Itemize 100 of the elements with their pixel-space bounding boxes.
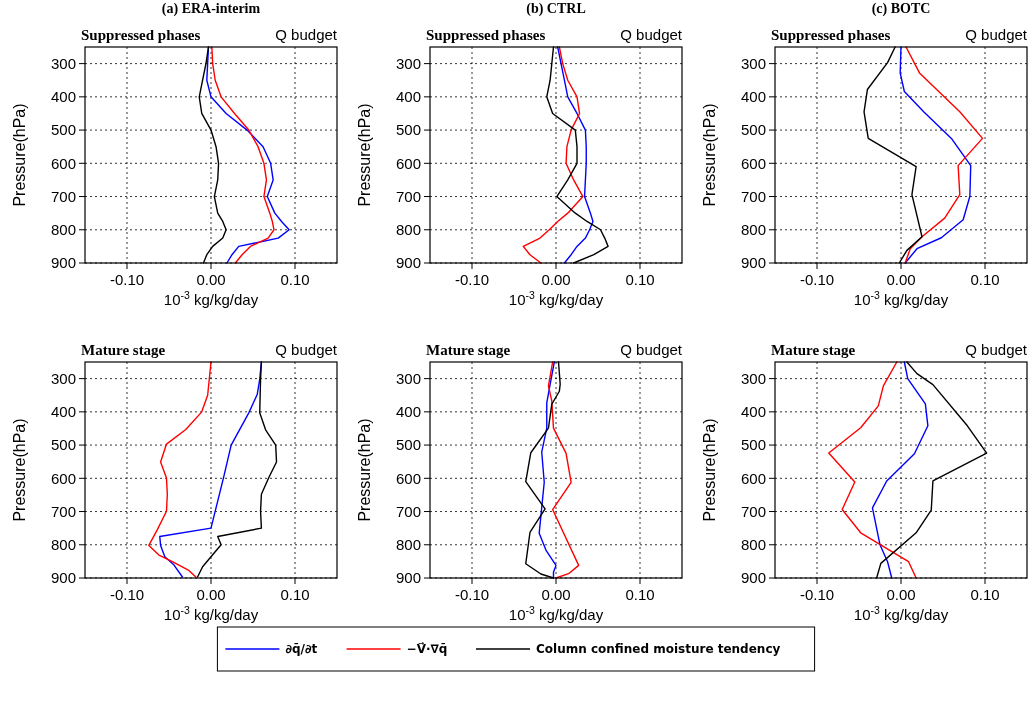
x-tick-label: 0.10 <box>970 271 1000 288</box>
y-tick-label: 500 <box>740 436 766 454</box>
y-tick-label: 900 <box>50 254 76 272</box>
line-series <box>522 46 584 264</box>
y-axis-title: Pressure(hPa) <box>356 103 373 207</box>
x-tick-label: -0.10 <box>109 586 145 603</box>
y-tick-label: 600 <box>740 469 766 487</box>
y-tick-label: 400 <box>395 88 421 106</box>
y-tick-label: 800 <box>395 536 421 554</box>
line-series <box>556 46 594 264</box>
y-tick-label: 700 <box>740 502 766 520</box>
text: Q budget <box>620 26 683 43</box>
y-tick-label: 700 <box>395 502 421 520</box>
y-tick-label: 800 <box>740 536 766 554</box>
y-tick-label: 600 <box>50 469 76 487</box>
y-tick-label: 900 <box>395 254 421 272</box>
y-tick-label: 400 <box>50 88 76 106</box>
y-tick-label: 600 <box>395 154 421 172</box>
line-series <box>211 46 275 264</box>
chart-subtitle: Mature stage <box>771 342 856 358</box>
y-tick-label: 600 <box>740 154 766 172</box>
x-axis-title: 10$^{-3}$ kg/kg/day <box>853 289 949 308</box>
y-tick-label: 500 <box>395 121 421 139</box>
chart-subtitle: Mature stage <box>426 342 511 358</box>
text: Q budget <box>275 26 338 43</box>
line-series <box>871 361 929 579</box>
x-tick-label: -0.10 <box>799 271 835 288</box>
line-series <box>899 46 972 264</box>
x-axis-title: 10$^{-3}$ kg/kg/day <box>508 289 604 308</box>
y-tick-label: 600 <box>50 154 76 172</box>
chart-subtitle: Suppressed phases <box>771 27 891 43</box>
line-series <box>828 361 917 579</box>
x-tick-label: 0.00 <box>196 586 226 603</box>
text: Q budget <box>965 341 1028 358</box>
y-tick-label: 500 <box>50 436 76 454</box>
chart-subtitle: Suppressed phases <box>81 27 201 43</box>
line-series <box>547 361 580 579</box>
y-tick-label: 500 <box>395 436 421 454</box>
legend-label: Column confined moisture tendency <box>536 642 781 657</box>
y-tick-label: 300 <box>50 54 76 72</box>
x-axis-title: 10$^{-3}$ kg/kg/day <box>163 604 259 623</box>
y-tick-label: 300 <box>50 369 76 387</box>
x-tick-label: 0.10 <box>970 586 1000 603</box>
legend-label: −V⃗·∇q̄ <box>406 642 448 657</box>
text: Q budget <box>965 26 1028 43</box>
y-tick-label: 900 <box>50 569 76 587</box>
chart-subtitle: Suppressed phases <box>426 27 546 43</box>
x-tick-label: 0.10 <box>280 271 310 288</box>
y-tick-label: 800 <box>50 221 76 239</box>
x-tick-label: 0.00 <box>541 271 571 288</box>
y-tick-label: 900 <box>395 569 421 587</box>
y-tick-label: 800 <box>740 221 766 239</box>
x-tick-label: 0.10 <box>625 586 655 603</box>
x-tick-label: 0.00 <box>196 271 226 288</box>
y-axis-title: Pressure(hPa) <box>701 418 718 522</box>
legend-label: ∂q̄/∂t <box>285 642 318 657</box>
y-tick-label: 600 <box>395 469 421 487</box>
y-tick-label: 500 <box>740 121 766 139</box>
x-tick-label: -0.10 <box>454 586 490 603</box>
line-series <box>904 46 984 264</box>
y-tick-label: 800 <box>395 221 421 239</box>
x-tick-label: 0.00 <box>886 586 916 603</box>
y-tick-label: 400 <box>50 403 76 421</box>
y-tick-label: 400 <box>395 403 421 421</box>
x-tick-label: 0.00 <box>886 271 916 288</box>
y-axis-title: Pressure(hPa) <box>11 103 28 207</box>
chart-title: (b) CTRL <box>526 1 586 17</box>
text: Q budget <box>275 341 338 358</box>
x-axis-title: 10$^{-3}$ kg/kg/day <box>853 604 949 623</box>
y-tick-label: 900 <box>740 569 766 587</box>
y-tick-label: 700 <box>395 187 421 205</box>
y-tick-label: 300 <box>395 369 421 387</box>
y-tick-label: 300 <box>740 369 766 387</box>
x-tick-label: -0.10 <box>109 271 145 288</box>
x-tick-label: -0.10 <box>799 586 835 603</box>
chart-subtitle: Mature stage <box>81 342 166 358</box>
chart-title: (a) ERA-interim <box>161 1 261 17</box>
x-tick-label: 0.10 <box>625 271 655 288</box>
line-series <box>159 361 263 578</box>
y-tick-label: 700 <box>740 187 766 205</box>
y-axis-title: Pressure(hPa) <box>701 103 718 207</box>
x-tick-label: 0.00 <box>541 586 571 603</box>
y-tick-label: 700 <box>50 502 76 520</box>
y-tick-label: 300 <box>740 54 766 72</box>
text: Q budget <box>620 341 683 358</box>
y-tick-label: 700 <box>50 187 76 205</box>
y-tick-label: 400 <box>740 88 766 106</box>
x-axis-title: 10$^{-3}$ kg/kg/day <box>163 289 259 308</box>
x-axis-title: 10$^{-3}$ kg/kg/day <box>508 604 604 623</box>
y-tick-label: 400 <box>740 403 766 421</box>
y-tick-label: 300 <box>395 54 421 72</box>
y-tick-label: 800 <box>50 536 76 554</box>
x-tick-label: -0.10 <box>454 271 490 288</box>
y-tick-label: 500 <box>50 121 76 139</box>
line-series <box>148 361 212 578</box>
line-series <box>538 361 557 579</box>
y-axis-title: Pressure(hPa) <box>11 418 28 522</box>
chart-title: (c) BOTC <box>871 1 931 17</box>
y-axis-title: Pressure(hPa) <box>356 418 373 522</box>
x-tick-label: 0.10 <box>280 586 310 603</box>
